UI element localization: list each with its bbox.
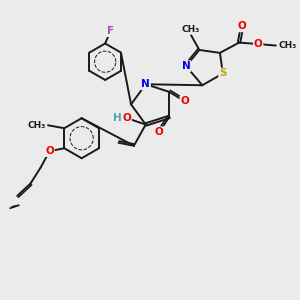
Text: O: O [122,113,131,123]
Text: F: F [107,26,114,36]
Text: O: O [45,146,54,156]
Text: O: O [238,21,246,32]
Text: CH₃: CH₃ [182,25,200,34]
Text: CH₃: CH₃ [28,121,46,130]
Text: CH₃: CH₃ [278,41,296,50]
Text: O: O [180,96,189,106]
Text: N: N [182,61,190,71]
Text: O: O [155,127,164,137]
Text: O: O [254,39,262,49]
Text: H: H [113,113,122,123]
Text: N: N [141,79,150,89]
Text: S: S [219,68,226,79]
